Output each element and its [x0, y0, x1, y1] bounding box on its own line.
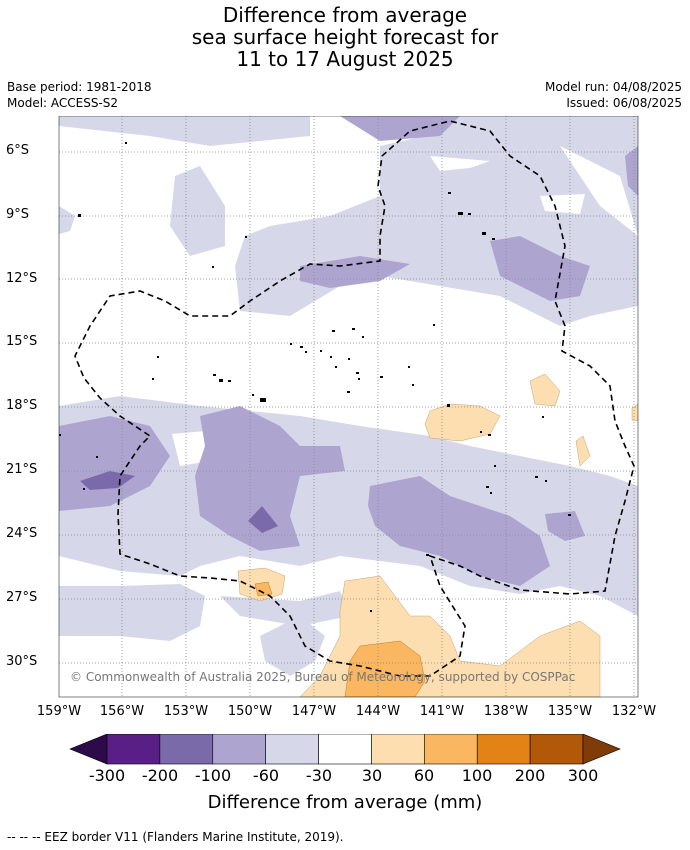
- copyright-notice: © Commonwealth of Australia 2025, Bureau…: [70, 670, 575, 684]
- colorbar-title: Difference from average (mm): [207, 792, 483, 813]
- lon-tick-150: 150°W: [227, 704, 273, 719]
- lon-tick-153: 153°W: [163, 704, 209, 719]
- colorbar-cell: [318, 734, 372, 765]
- anomaly-strong-negative: [80, 471, 278, 533]
- colorbar-label: 200: [514, 766, 546, 785]
- colorbar-label: -60: [252, 766, 280, 785]
- colorbar-label: -100: [194, 766, 232, 785]
- lon-tick-144: 144°W: [355, 704, 401, 719]
- anomaly-medium-positive: [254, 581, 426, 697]
- colorbar-label: -200: [141, 766, 179, 785]
- eez-border: [74, 120, 635, 677]
- lon-tick-141: 141°W: [419, 704, 465, 719]
- title-line-3: 11 to 17 August 2025: [236, 47, 454, 71]
- lat-tick-9: 9°S: [6, 207, 30, 222]
- map-title: Difference from average sea surface heig…: [0, 4, 690, 70]
- colorbar-label: 100: [461, 766, 493, 785]
- base-period: Base period: 1981-2018: [7, 80, 152, 94]
- colorbar-label: 60: [413, 766, 435, 785]
- title-line-2: sea surface height forecast for: [191, 25, 499, 49]
- lon-tick-156: 156°W: [99, 704, 145, 719]
- colorbar-arrow-high: [582, 734, 621, 765]
- title-line-1: Difference from average: [222, 3, 468, 27]
- meta-right: Model run: 04/08/2025 Issued: 06/08/2025: [545, 79, 682, 111]
- colorbar-label: 300: [567, 766, 599, 785]
- colorbar-label: 30: [361, 766, 383, 785]
- model-run: Model run: 04/08/2025: [544, 80, 682, 94]
- colorbar-cell: [159, 734, 214, 765]
- colorbar-label: -30: [305, 766, 333, 785]
- colorbar-arrow-low: [69, 734, 108, 765]
- lat-tick-15: 15°S: [6, 334, 38, 349]
- lon-tick-147: 147°W: [291, 704, 337, 719]
- colorbar-cell: [476, 734, 531, 765]
- anomaly-medium-negative: [59, 116, 638, 586]
- colorbar-cell: [529, 734, 584, 765]
- issued-date: Issued: 06/08/2025: [566, 96, 682, 110]
- lat-tick-30: 30°S: [6, 654, 38, 669]
- lat-tick-27: 27°S: [6, 590, 38, 605]
- colorbar-label: -300: [88, 766, 126, 785]
- lat-tick-6: 6°S: [6, 143, 30, 158]
- lon-tick-138: 138°W: [483, 704, 529, 719]
- eez-legend: -- -- -- EEZ border V11 (Flanders Marine…: [7, 830, 344, 844]
- lat-tick-18: 18°S: [6, 398, 38, 413]
- colorbar-cell: [371, 734, 425, 765]
- island-dots: [59, 142, 571, 612]
- lat-tick-12: 12°S: [6, 271, 38, 286]
- colorbar-cell: [106, 734, 161, 765]
- colorbar-cell: [265, 734, 319, 765]
- model-name: Model: ACCESS-S2: [7, 96, 119, 110]
- lon-tick-132: 132°W: [611, 704, 657, 719]
- colorbar-cell: [212, 734, 266, 765]
- lon-tick-159: 159°W: [36, 704, 82, 719]
- lat-tick-24: 24°S: [6, 526, 38, 541]
- meta-left: Base period: 1981-2018 Model: ACCESS-S2: [7, 79, 152, 111]
- lon-tick-135: 135°W: [547, 704, 593, 719]
- sea-height-map: © Commonwealth of Australia 2025, Bureau…: [58, 116, 639, 698]
- colorbar-cell: [424, 734, 478, 765]
- colorbar: [69, 734, 621, 765]
- lat-tick-21: 21°S: [6, 462, 38, 477]
